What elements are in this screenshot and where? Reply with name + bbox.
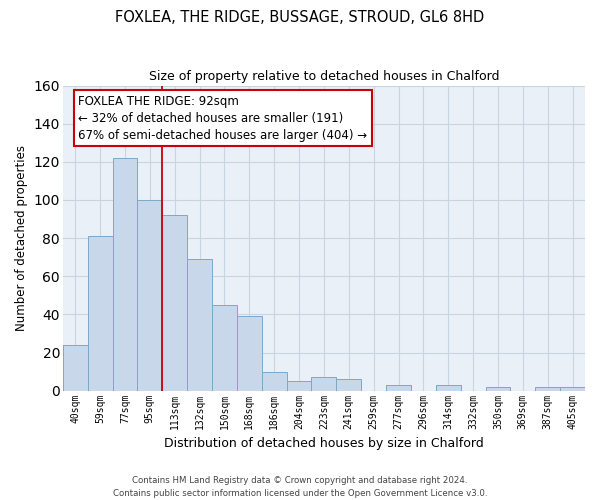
Bar [560,387,585,390]
Bar [237,316,262,390]
Text: Contains HM Land Registry data © Crown copyright and database right 2024.
Contai: Contains HM Land Registry data © Crown c… [113,476,487,498]
Bar [187,259,212,390]
Bar [88,236,113,390]
Title: Size of property relative to detached houses in Chalford: Size of property relative to detached ho… [149,70,499,83]
X-axis label: Distribution of detached houses by size in Chalford: Distribution of detached houses by size … [164,437,484,450]
Bar [535,387,560,390]
Bar [162,215,187,390]
Bar [436,385,461,390]
Bar [386,385,411,390]
Bar [113,158,137,390]
Bar [287,381,311,390]
Bar [311,378,337,390]
Text: FOXLEA, THE RIDGE, BUSSAGE, STROUD, GL6 8HD: FOXLEA, THE RIDGE, BUSSAGE, STROUD, GL6 … [115,10,485,25]
Bar [63,345,88,391]
Text: FOXLEA THE RIDGE: 92sqm
← 32% of detached houses are smaller (191)
67% of semi-d: FOXLEA THE RIDGE: 92sqm ← 32% of detache… [79,94,368,142]
Bar [212,305,237,390]
Bar [137,200,162,390]
Bar [337,379,361,390]
Y-axis label: Number of detached properties: Number of detached properties [15,145,28,331]
Bar [262,372,287,390]
Bar [485,387,511,390]
